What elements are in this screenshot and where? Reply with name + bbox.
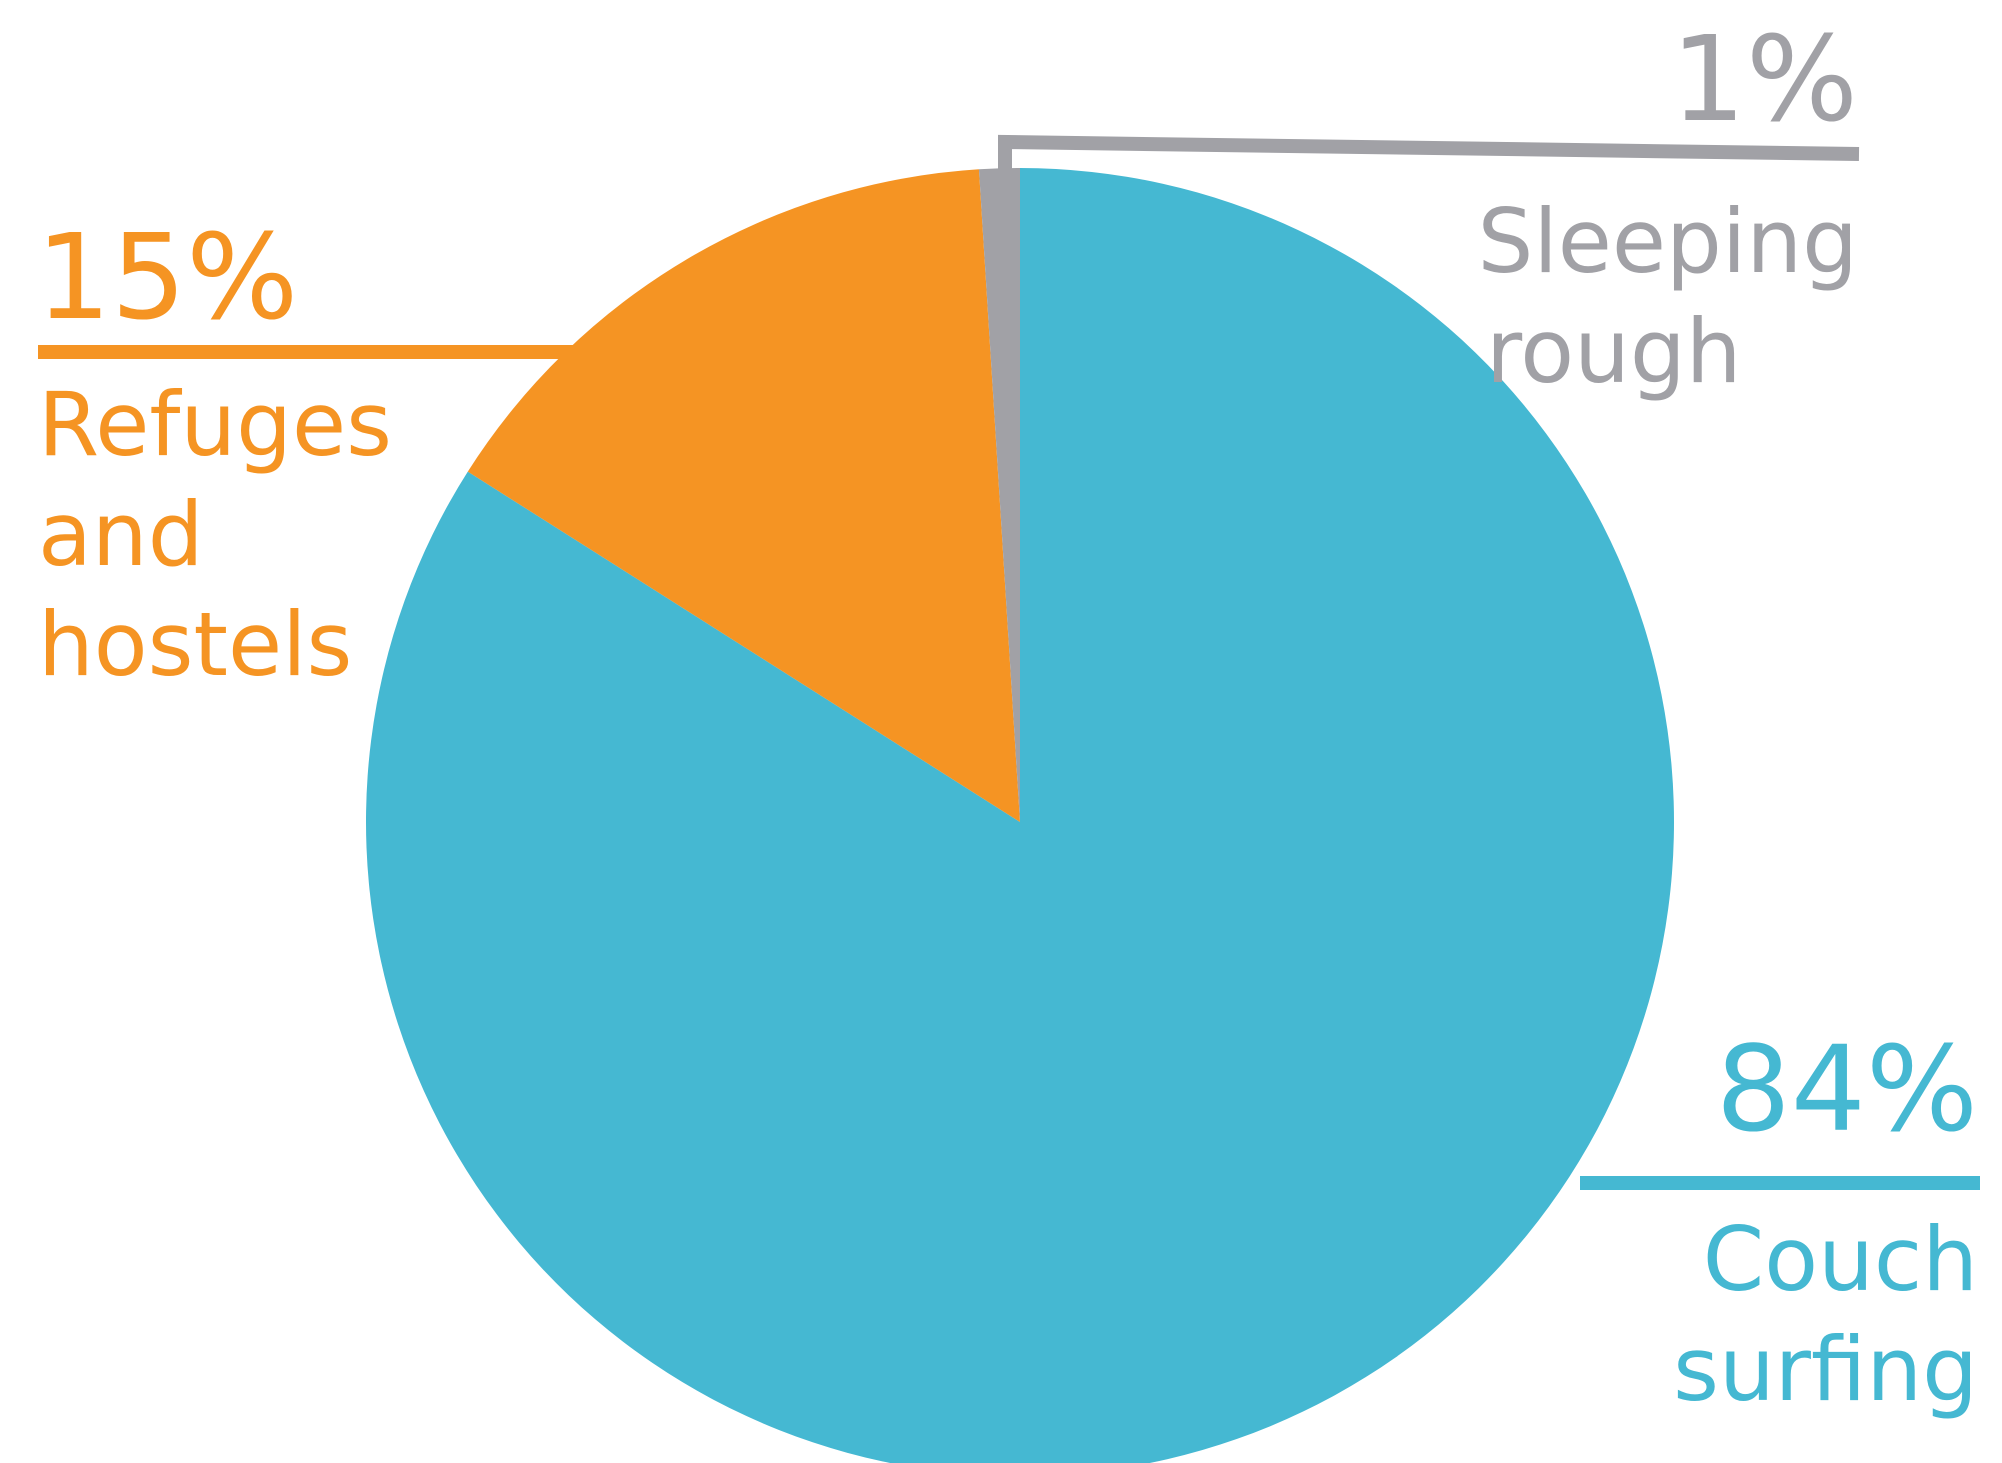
refuges-name-line-2: and [38,483,204,586]
refuges-name-line-1: Refuges [38,373,392,476]
refuges-name-line-3: hostels [38,593,352,696]
refuges-percent-label: 15% [36,208,298,346]
sleeping-rough-name-line-1: Sleeping [1477,190,1858,293]
sleeping-rough-percent-label: 1% [1671,10,1858,148]
couch-surfing-percent-label: 84% [1716,1020,1978,1158]
refuges-label-group: 15% Refuges and hostels [36,208,392,696]
couch-surfing-name-line-2: surfing [1673,1318,1978,1421]
couch-surfing-name-line-1: Couch [1703,1208,1978,1311]
pie-slices [366,168,1674,1463]
sleeping-rough-label-group: 1% Sleeping rough [1477,10,1858,403]
couch-surfing-label-group: 84% Couch surfing [1673,1020,1978,1421]
sleeping-rough-name-line-2: rough [1486,300,1742,403]
